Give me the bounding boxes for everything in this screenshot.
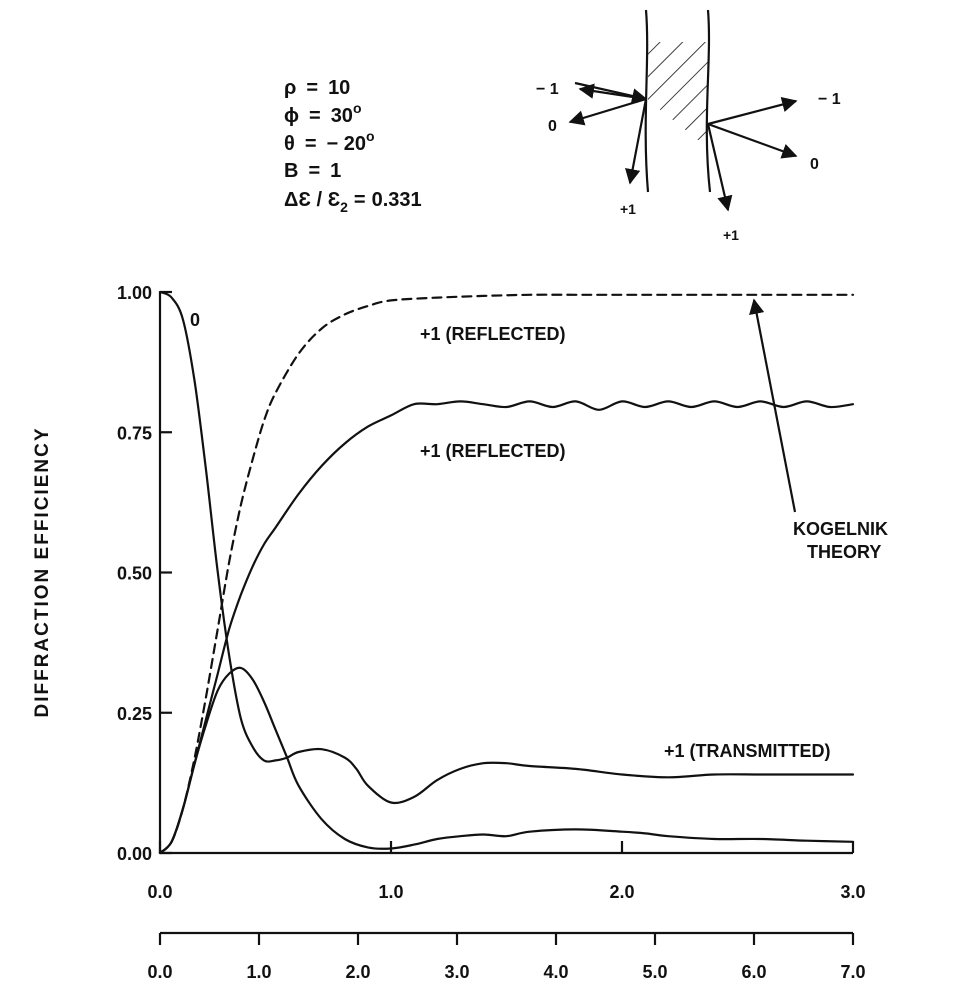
label-right-plus1: +1 (723, 227, 739, 243)
x2-tick-label: 7.0 (840, 962, 865, 982)
grating-diagram: − 1 0 +1 − 1 0 +1 (536, 9, 841, 243)
x2-tick-label: 5.0 (642, 962, 667, 982)
y-ticks: 0.00 0.25 0.50 0.75 1.00 (117, 283, 172, 864)
label-left-minus1: − 1 (536, 81, 559, 98)
right-plus1-ray (706, 123, 733, 212)
grating-right-boundary (705, 9, 712, 193)
y-tick-label: 1.00 (117, 283, 152, 303)
x2-tick-label: 3.0 (444, 962, 469, 982)
x2-ticks: 0.0 1.0 2.0 3.0 4.0 5.0 6.0 7.0 (147, 933, 866, 982)
annotation-zero-order: 0 (190, 310, 200, 330)
left-zero-ray (568, 97, 647, 126)
label-right-minus1: − 1 (818, 91, 841, 108)
x2-tick-label: 6.0 (741, 962, 766, 982)
param-phi: ϕ = 30o (284, 100, 362, 127)
x-ticks: 0.0 1.0 2.0 3.0 (147, 841, 866, 902)
y-axis-title: DIFFRACTION EFFICIENCY (32, 427, 53, 718)
x2-tick-label: 0.0 (147, 962, 172, 982)
label-left-plus1: +1 (620, 201, 636, 217)
series-zero-order (158, 290, 855, 805)
y-tick-label: 0.25 (117, 704, 152, 724)
series-plus1-reflected (158, 400, 855, 855)
label-left-zero: 0 (548, 118, 557, 135)
x-tick-label: 3.0 (840, 882, 865, 902)
x-tick-label: 1.0 (378, 882, 403, 902)
parameter-list: ρ = 10 ϕ = 30o θ = − 20o B = 1 ΔƐ / Ɛ2 = 0.331 (284, 77, 422, 215)
series-kogelnik-theory (158, 293, 855, 855)
y-tick-label: 0.75 (117, 423, 152, 443)
param-rho: ρ = 10 (284, 77, 350, 99)
series-plus1-transmitted (158, 666, 855, 855)
left-minus1-ray (578, 83, 647, 101)
annotation-kogelnik: KOGELNIK (793, 519, 888, 539)
grating-hatch (648, 42, 708, 148)
right-minus1-ray (707, 97, 798, 126)
x2-tick-label: 1.0 (246, 962, 271, 982)
kogelnik-pointer-arrow (749, 298, 797, 513)
annotation-reflected: +1 (REFLECTED) (420, 441, 566, 461)
param-theta: θ = − 20o (284, 128, 375, 155)
x-tick-label: 2.0 (609, 882, 634, 902)
curves (158, 290, 855, 855)
x2-tick-label: 4.0 (543, 962, 568, 982)
x-tick-label: 0.0 (147, 882, 172, 902)
left-plus1-ray (625, 98, 648, 185)
x2-tick-label: 2.0 (345, 962, 370, 982)
y-tick-label: 0.50 (117, 564, 152, 584)
annotation-reflected-theory: +1 (REFLECTED) (420, 324, 566, 344)
right-zero-ray (707, 122, 798, 159)
label-right-zero: 0 (810, 156, 819, 173)
param-delta-epsilon: ΔƐ / Ɛ2 = 0.331 (284, 189, 422, 215)
annotation-transmitted: +1 (TRANSMITTED) (664, 741, 831, 761)
annotation-theory: THEORY (807, 542, 881, 562)
param-b: B = 1 (284, 160, 341, 182)
y-tick-label: 0.00 (117, 844, 152, 864)
